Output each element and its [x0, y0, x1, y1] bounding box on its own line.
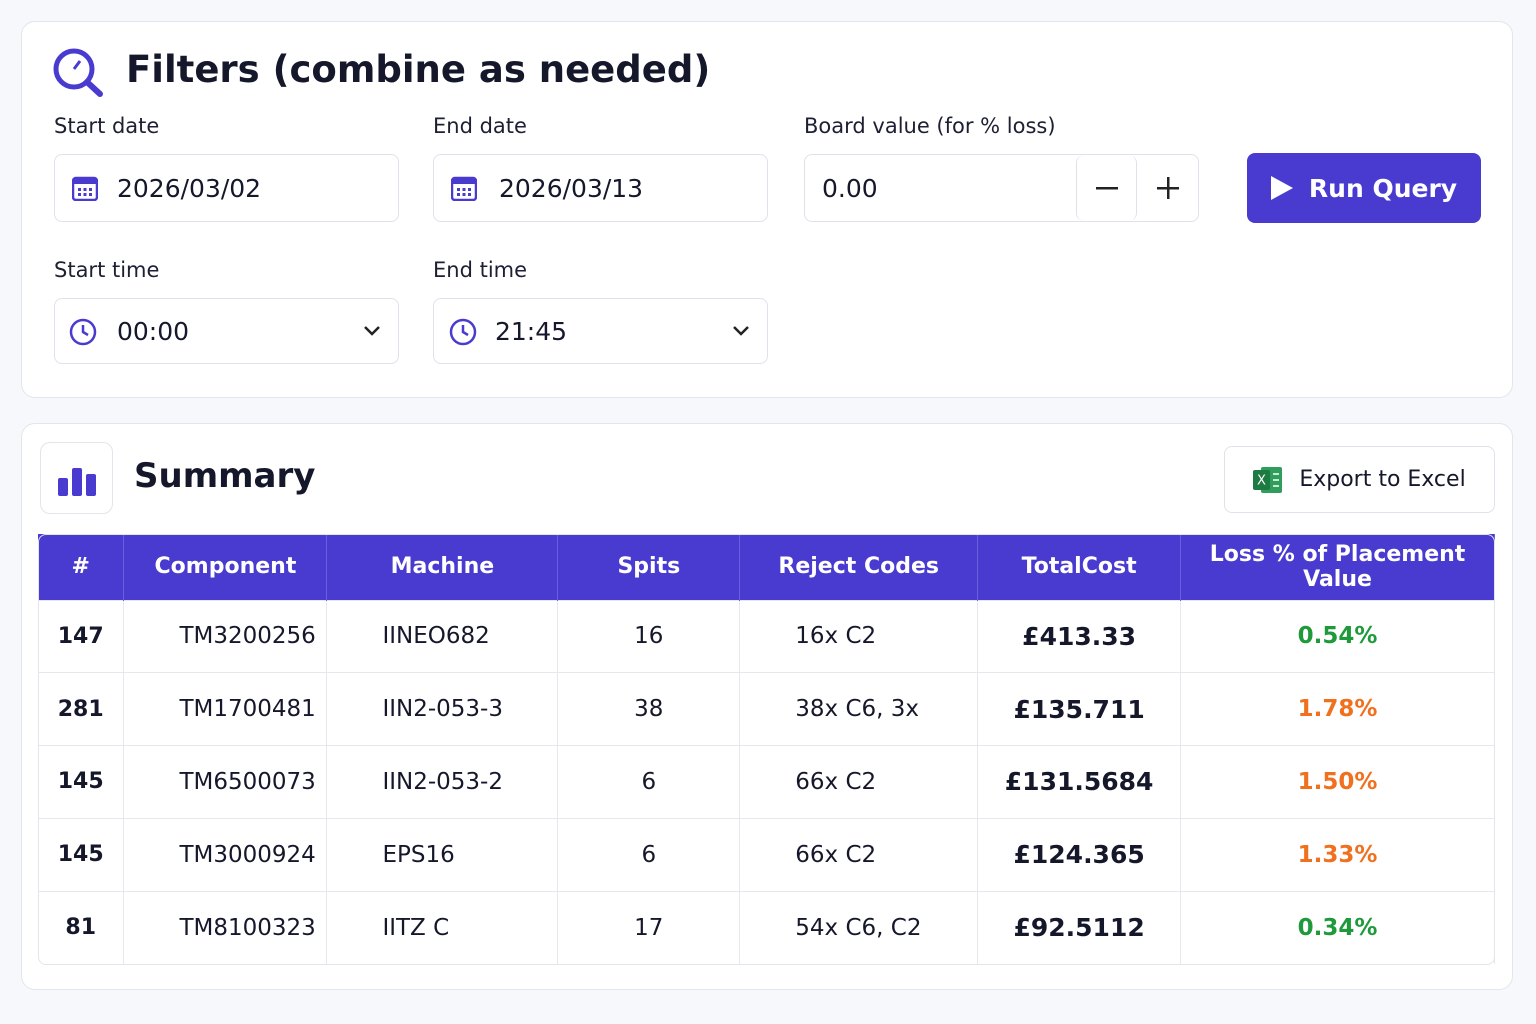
chevron-icon [364, 326, 380, 336]
table-cell: 38 [557, 672, 741, 746]
run-query-button[interactable]: Run Query [1247, 153, 1481, 223]
table-cell: 66x C2 [739, 817, 979, 892]
table-cell: £131.5684 [977, 745, 1182, 819]
field-value: 00:00 [117, 316, 190, 346]
field-label: Start date [54, 114, 160, 138]
table-cell: 16 [557, 599, 741, 673]
table-cell: 145 [38, 817, 125, 892]
clock-icon [449, 318, 477, 346]
table-cell: TM6500073 [123, 745, 328, 819]
export-button[interactable]: X Export to Excel [1224, 446, 1495, 513]
table-cell: IITZ C [326, 890, 559, 964]
number-input[interactable]: 0.00 [804, 154, 1199, 222]
table-cell: TM8100323 [123, 890, 328, 964]
table-row: 81 TM8100323 IITZ C 17 54x C6, C2 £92.5112 0.3… [38, 890, 1495, 964]
table-cell: 54x C6, C2 [739, 890, 979, 964]
search-icon [53, 48, 103, 97]
field-value: 0.00 [822, 173, 878, 203]
table-cell: £92.5112 [977, 890, 1182, 964]
calendar-icon [72, 176, 98, 201]
column-header: Loss % of Placement Value [1180, 534, 1495, 600]
table-cell: 17 [557, 890, 741, 964]
column-header: Component [123, 534, 328, 600]
time-select[interactable]: 21:45 [433, 298, 768, 364]
summary-title: Summary [134, 456, 316, 496]
table-row: 147 TM3200256 IINEO682 16 16x C2 £413.33 0.54% [38, 599, 1495, 673]
table-cell: 1.50% [1180, 745, 1495, 819]
table-cell: £135.711 [977, 672, 1182, 746]
minus-icon [1095, 187, 1118, 190]
plus-icon [1157, 177, 1179, 199]
table-row: 145 TM3000924 EPS16 6 66x C2 £124.365 1.33% [38, 817, 1495, 892]
date-input[interactable]: 2026/03/13 [433, 154, 768, 222]
header-row: # Component Machine Spits Reject Codes TotalC… [38, 534, 1495, 600]
column-header: TotalCost [977, 534, 1182, 600]
table-cell: 66x C2 [739, 745, 979, 819]
table-cell: TM3000924 [123, 817, 328, 892]
table-cell: 0.54% [1180, 599, 1495, 673]
table-cell: 147 [38, 599, 125, 673]
table-cell: 145 [38, 745, 125, 819]
table-cell: 1.78% [1180, 672, 1495, 746]
table-cell: 1.33% [1180, 817, 1495, 892]
button-label: Run Query [1308, 173, 1458, 203]
svg-text:X: X [1257, 473, 1266, 488]
field-value: 2026/03/13 [499, 173, 644, 203]
table-cell: 6 [557, 817, 741, 892]
clock-icon [69, 318, 97, 346]
table-cell: IIN2-053-3 [326, 672, 559, 746]
column-header: Machine [326, 534, 559, 600]
column-header: Reject Codes [739, 534, 979, 600]
table-cell: EPS16 [326, 817, 559, 892]
date-input[interactable]: 2026/03/02 [54, 154, 399, 222]
table-row: 281 TM1700481 IIN2-053-3 38 38x C6, 3x £135.7… [38, 672, 1495, 746]
table-cell: £413.33 [977, 599, 1182, 673]
table-cell: 81 [38, 890, 125, 964]
summary-icon-box [40, 442, 113, 514]
table-cell: 281 [38, 672, 125, 746]
decrement-button[interactable] [1076, 155, 1137, 221]
time-select[interactable]: 00:00 [54, 298, 399, 364]
field-value: 21:45 [495, 316, 568, 346]
table-cell: 38x C6, 3x [739, 672, 979, 746]
field-label: Start time [54, 258, 160, 282]
chevron-icon [733, 326, 749, 336]
table-cell: IINEO682 [326, 599, 559, 673]
table-cell: £124.365 [977, 817, 1182, 892]
table-cell: TM3200256 [123, 599, 328, 673]
summary-table: # Component Machine Spits Reject Codes TotalC… [38, 534, 1495, 964]
table-cell: 6 [557, 745, 741, 819]
field-label: End time [433, 258, 528, 282]
field-value: 2026/03/02 [117, 173, 262, 203]
increment-button[interactable] [1138, 155, 1198, 221]
calendar-icon [451, 176, 477, 201]
table-cell: 0.34% [1180, 890, 1495, 964]
column-header: # [38, 534, 125, 600]
bar-icon [58, 468, 96, 496]
field-label: End date [433, 114, 527, 138]
play-icon [1270, 176, 1293, 200]
button-label: Export to Excel [1299, 467, 1466, 492]
table-row: 145 TM6500073 IIN2-053-2 6 66x C2 £131.5684 1.… [38, 745, 1495, 819]
table-cell: 16x C2 [739, 599, 979, 673]
table-cell: TM1700481 [123, 672, 328, 746]
field-label: Board value (for % loss) [804, 114, 1056, 138]
table-cell: IIN2-053-2 [326, 745, 559, 819]
column-header: Spits [557, 534, 741, 600]
filters-title: Filters (combine as needed) [126, 48, 711, 91]
excel-icon: X [1253, 466, 1283, 493]
